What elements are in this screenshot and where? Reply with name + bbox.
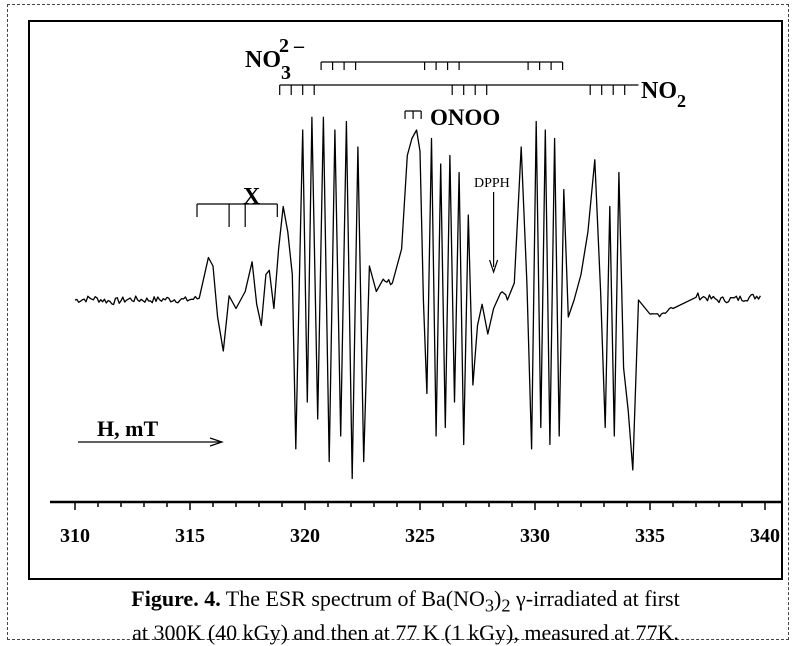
tick-label-330: 330 xyxy=(520,525,550,547)
tick-label-335: 335 xyxy=(635,525,665,547)
nitrate-label-base: NO xyxy=(245,47,281,73)
figure-frame: 310 315 320 325 330 335 340 X ONOO DPPH NO32 –… xyxy=(7,4,789,645)
caption-line-2: at 300K (40 kGy) and then at 77 K (1 kGy… xyxy=(132,620,679,646)
dpph-label: DPPH xyxy=(474,176,510,191)
caption-text-b: γ-irradiated at first xyxy=(510,586,680,611)
caption-sub-b: 2 xyxy=(501,595,511,616)
annotation-layer: X ONOO DPPH NO32 – NO2 H, mT xyxy=(78,35,686,447)
field-arrow-head xyxy=(209,437,224,447)
caption-sub-a: 3 xyxy=(484,595,495,616)
tick-label-315: 315 xyxy=(175,525,205,547)
spectrum-trace-layer xyxy=(74,116,761,480)
tick-label-325: 325 xyxy=(405,525,435,547)
tick-label-340: 340 xyxy=(750,525,780,547)
tick-label-310: 310 xyxy=(60,525,90,547)
tick-label-320: 320 xyxy=(290,525,320,547)
no2-label: NO2 xyxy=(641,78,686,111)
caption-line-1: Figure. 4. The ESR spectrum of Ba(NO3)2 … xyxy=(28,585,783,619)
figure-caption: Figure. 4. The ESR spectrum of Ba(NO3)2 … xyxy=(28,585,783,646)
no2-label-sub: 2 xyxy=(677,91,686,111)
nitrate-label: NO3 2 – xyxy=(245,35,305,84)
chart-panel: 310 315 320 325 330 335 340 X ONOO DPPH NO32 –… xyxy=(28,20,783,580)
no2-label-base: NO xyxy=(641,78,677,104)
caption-lead: Figure. 4. xyxy=(131,586,221,611)
caption-text-a: The ESR spectrum of Ba(NO xyxy=(220,586,485,611)
onoo-label: ONOO xyxy=(430,105,500,130)
nitrate-label-sup: 2 – xyxy=(279,35,305,57)
spectrum-line xyxy=(74,116,761,480)
x-axis-label: H, mT xyxy=(97,416,158,441)
x-axis: 310 315 320 325 330 335 340 xyxy=(50,500,781,547)
esr-spectrum-chart: 310 315 320 325 330 335 340 X ONOO DPPH NO32 –… xyxy=(50,35,781,547)
dpph-arrow-head xyxy=(489,259,499,274)
nitrate-label-sub: 3 xyxy=(281,62,291,84)
caption-close: ) xyxy=(494,586,502,611)
